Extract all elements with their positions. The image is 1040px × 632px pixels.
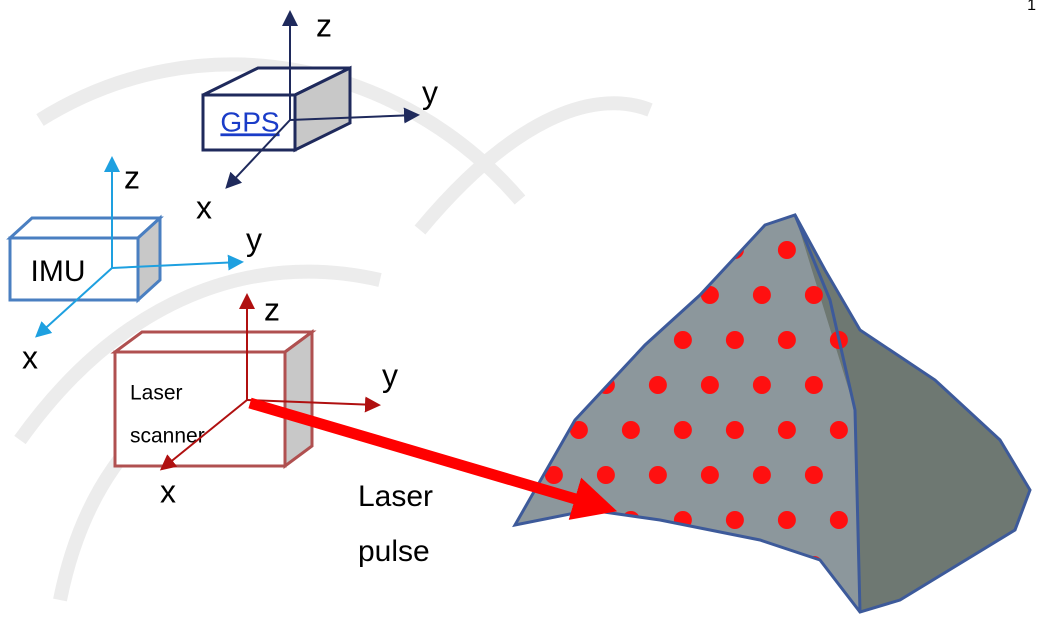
laser-point: [649, 466, 667, 484]
laser-point: [805, 466, 823, 484]
laser-point: [649, 556, 667, 574]
laser-point: [753, 466, 771, 484]
laser-point: [674, 421, 692, 439]
laser-point: [726, 421, 744, 439]
laser-point: [726, 511, 744, 529]
laser-point: [545, 376, 563, 394]
laser-point: [622, 241, 640, 259]
laser-point: [778, 421, 796, 439]
pulse-label: Laser: [358, 480, 433, 513]
laser-point: [701, 376, 719, 394]
laser-point: [778, 241, 796, 259]
axis-label: x: [196, 189, 212, 225]
page-number: 1: [1027, 0, 1036, 14]
watermark: [20, 64, 650, 600]
axis-label: y: [246, 221, 262, 257]
terrain: [500, 200, 1040, 620]
laser-point: [726, 331, 744, 349]
laser-point: [830, 241, 848, 259]
laser-point: [649, 376, 667, 394]
laser-point: [674, 331, 692, 349]
laser-point: [649, 286, 667, 304]
laser-point: [753, 556, 771, 574]
laser-point: [830, 511, 848, 529]
laser-point: [778, 331, 796, 349]
laser-point: [805, 286, 823, 304]
axis-label: x: [22, 339, 38, 375]
laser-point: [545, 286, 563, 304]
diagram: 1 GPS z y x IMU z y x Laser scanner z: [0, 0, 1040, 632]
laser-point: [701, 466, 719, 484]
laser-point: [570, 331, 588, 349]
laser-point: [674, 241, 692, 259]
laser-point: [545, 556, 563, 574]
axis-label: z: [124, 159, 140, 195]
laser-point: [570, 241, 588, 259]
laser-point: [622, 331, 640, 349]
laser-point: [701, 556, 719, 574]
axis-label: z: [316, 7, 332, 43]
laser-label: Laser: [130, 382, 183, 405]
laser-point: [597, 286, 615, 304]
laser-point: [597, 466, 615, 484]
axis-label: x: [160, 473, 176, 509]
laser-point: [701, 286, 719, 304]
laser-point: [622, 421, 640, 439]
laser-point: [753, 376, 771, 394]
laser-point: [778, 511, 796, 529]
laser-point: [753, 286, 771, 304]
imu-label: IMU: [31, 255, 86, 288]
pulse-label: pulse: [358, 535, 430, 568]
gps-label[interactable]: GPS: [220, 106, 279, 137]
page: {"page_number": "1", "gps": {"label": "G…: [0, 0, 1040, 632]
laser-point: [597, 556, 615, 574]
axis-label: y: [422, 74, 438, 110]
laser-point: [805, 376, 823, 394]
laser-point: [830, 421, 848, 439]
axis-label: z: [264, 291, 280, 327]
axis-label: y: [382, 357, 398, 393]
